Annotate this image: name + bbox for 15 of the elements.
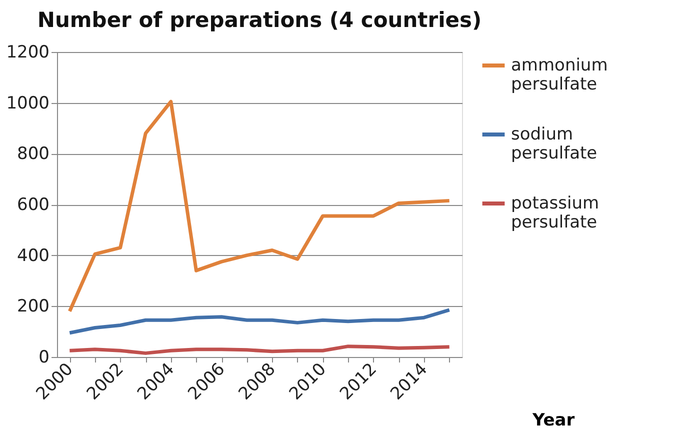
legend-label: sodium persulfate [511, 124, 598, 164]
chart-title: Number of preparations (4 countries) [37, 8, 482, 32]
legend-label: ammonium persulfate [511, 56, 608, 94]
y-tick-label: 1000 [6, 93, 50, 114]
y-tick-label: 1200 [6, 42, 50, 62]
y-tick-label: 400 [17, 246, 50, 266]
y-tick-label: 600 [17, 195, 50, 215]
x-axis-title: Year [532, 410, 576, 430]
line-series [68, 344, 452, 355]
y-tick-label: 200 [17, 296, 50, 317]
legend-label: potassium persulfate [511, 194, 600, 232]
y-tick-label: 0 [38, 348, 50, 368]
line-series [68, 308, 452, 335]
y-tick-label: 800 [17, 144, 50, 164]
line-series [68, 100, 452, 313]
